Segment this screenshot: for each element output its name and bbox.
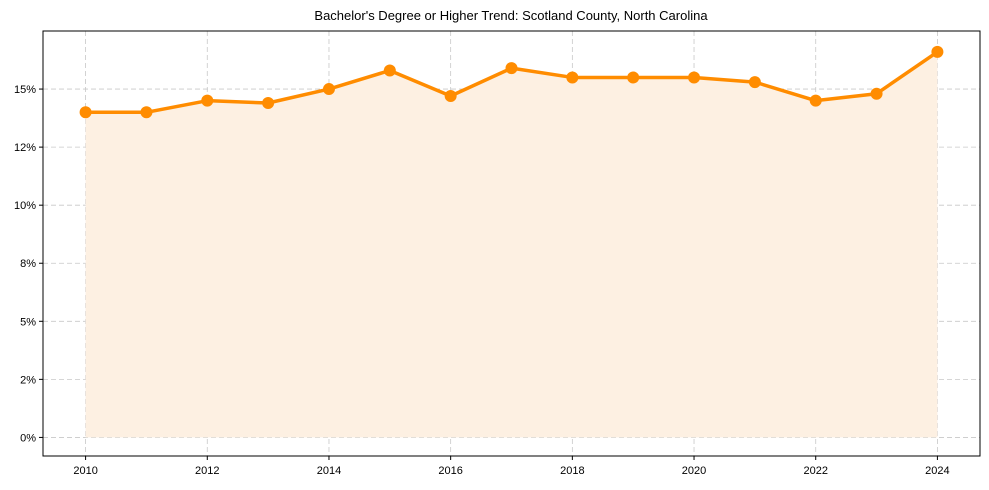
y-axis: 0% 2% 5% 8% 10% 12% 15% [14, 84, 43, 444]
data-point-marker [322, 83, 335, 96]
data-point-marker [566, 71, 579, 84]
y-tick-label: 5% [20, 316, 36, 328]
x-tick-label: 2010 [73, 465, 97, 477]
data-point-marker [931, 45, 944, 58]
x-tick-label: 2012 [195, 465, 219, 477]
data-point-marker [505, 62, 518, 75]
x-tick-label: 2020 [682, 465, 706, 477]
x-axis: 2010 2012 2014 2016 2018 2020 2022 2024 [73, 456, 950, 477]
x-tick-label: 2018 [560, 465, 584, 477]
data-point-marker [201, 94, 214, 107]
y-tick-label: 12% [14, 142, 36, 154]
data-markers [79, 45, 944, 119]
data-point-marker [383, 64, 396, 77]
data-point-marker [870, 87, 883, 100]
area-fill [85, 51, 938, 438]
x-tick-label: 2022 [803, 465, 827, 477]
data-point-marker [79, 106, 92, 119]
data-point-marker [627, 71, 640, 84]
x-tick-label: 2024 [925, 465, 949, 477]
y-tick-label: 8% [20, 258, 36, 270]
data-point-marker [809, 94, 822, 107]
y-tick-label: 15% [14, 84, 36, 96]
data-point-marker [262, 96, 275, 109]
y-tick-label: 0% [20, 432, 36, 444]
y-tick-label: 10% [14, 200, 36, 212]
x-tick-label: 2014 [317, 465, 341, 477]
data-point-marker [748, 76, 761, 89]
chart-title: Bachelor's Degree or Higher Trend: Scotl… [314, 8, 708, 23]
data-point-marker [140, 106, 153, 119]
data-point-marker [444, 90, 457, 103]
y-tick-label: 2% [20, 374, 36, 386]
data-point-marker [688, 71, 701, 84]
plot-frame [42, 30, 981, 457]
x-tick-label: 2016 [438, 465, 462, 477]
